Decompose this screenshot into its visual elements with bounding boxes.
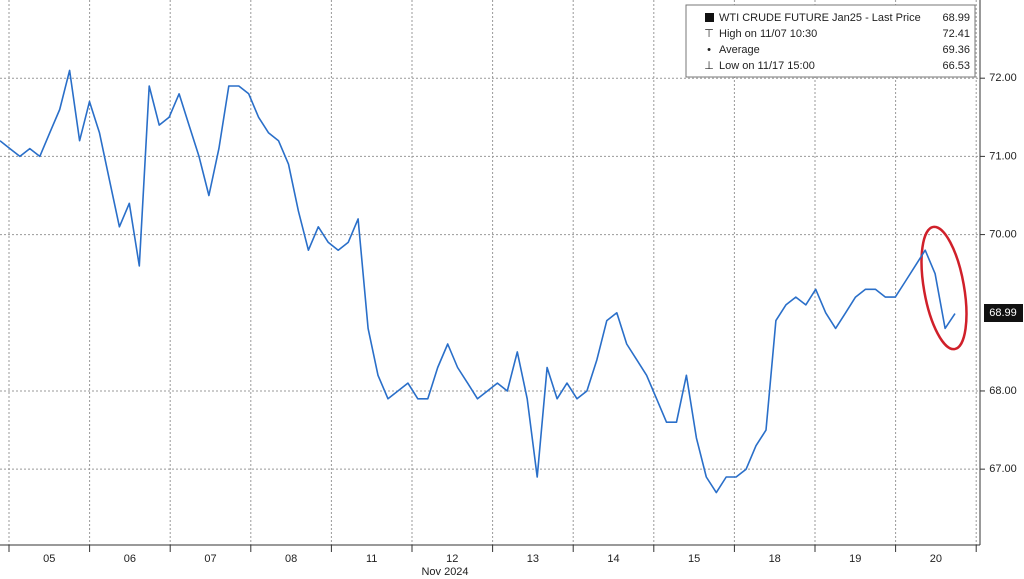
- legend-icon: ⊥: [704, 60, 714, 72]
- legend-swatch: [705, 13, 714, 22]
- price-line: [0, 69, 956, 494]
- legend-label: Low on 11/17 15:00: [719, 60, 815, 72]
- y-tick-label: 68.00: [989, 385, 1017, 397]
- legend-value: 72.41: [942, 28, 970, 40]
- legend-value: 69.36: [942, 44, 970, 56]
- legend-label: High on 11/07 10:30: [719, 28, 817, 40]
- x-tick-label: 11: [366, 553, 377, 565]
- x-tick-label: 07: [204, 553, 216, 565]
- x-tick-label: 12: [446, 553, 458, 565]
- legend-label: WTI CRUDE FUTURE Jan25 - Last Price: [719, 12, 921, 24]
- x-tick-label: 18: [769, 553, 781, 565]
- last-price-tag: [984, 304, 1023, 322]
- legend-icon: •: [707, 44, 711, 56]
- y-tick-label: 70.00: [989, 228, 1017, 240]
- x-tick-label: 13: [527, 553, 539, 565]
- highlight-ellipse: [920, 225, 968, 351]
- x-tick-label: 19: [849, 553, 861, 565]
- y-tick-label: 71.00: [989, 150, 1017, 162]
- x-tick-label: 20: [930, 553, 942, 565]
- x-tick-label: 05: [43, 553, 55, 565]
- x-sublabel: Nov 2024: [421, 566, 468, 578]
- legend-box: [685, 4, 976, 78]
- legend-value: 66.53: [942, 60, 970, 72]
- y-tick-label: 67.00: [989, 463, 1017, 475]
- x-tick-label: 06: [124, 553, 136, 565]
- last-price-label: 68.99: [989, 307, 1017, 319]
- x-tick-label: 08: [285, 553, 297, 565]
- y-tick-label: 72.00: [989, 72, 1017, 84]
- grid: [0, 0, 980, 545]
- x-tick-label: 15: [688, 553, 700, 565]
- x-tick-label: 14: [607, 553, 619, 565]
- legend-label: Average: [719, 44, 760, 56]
- legend-icon: ⊤: [704, 28, 714, 40]
- legend-value: 68.99: [942, 12, 970, 24]
